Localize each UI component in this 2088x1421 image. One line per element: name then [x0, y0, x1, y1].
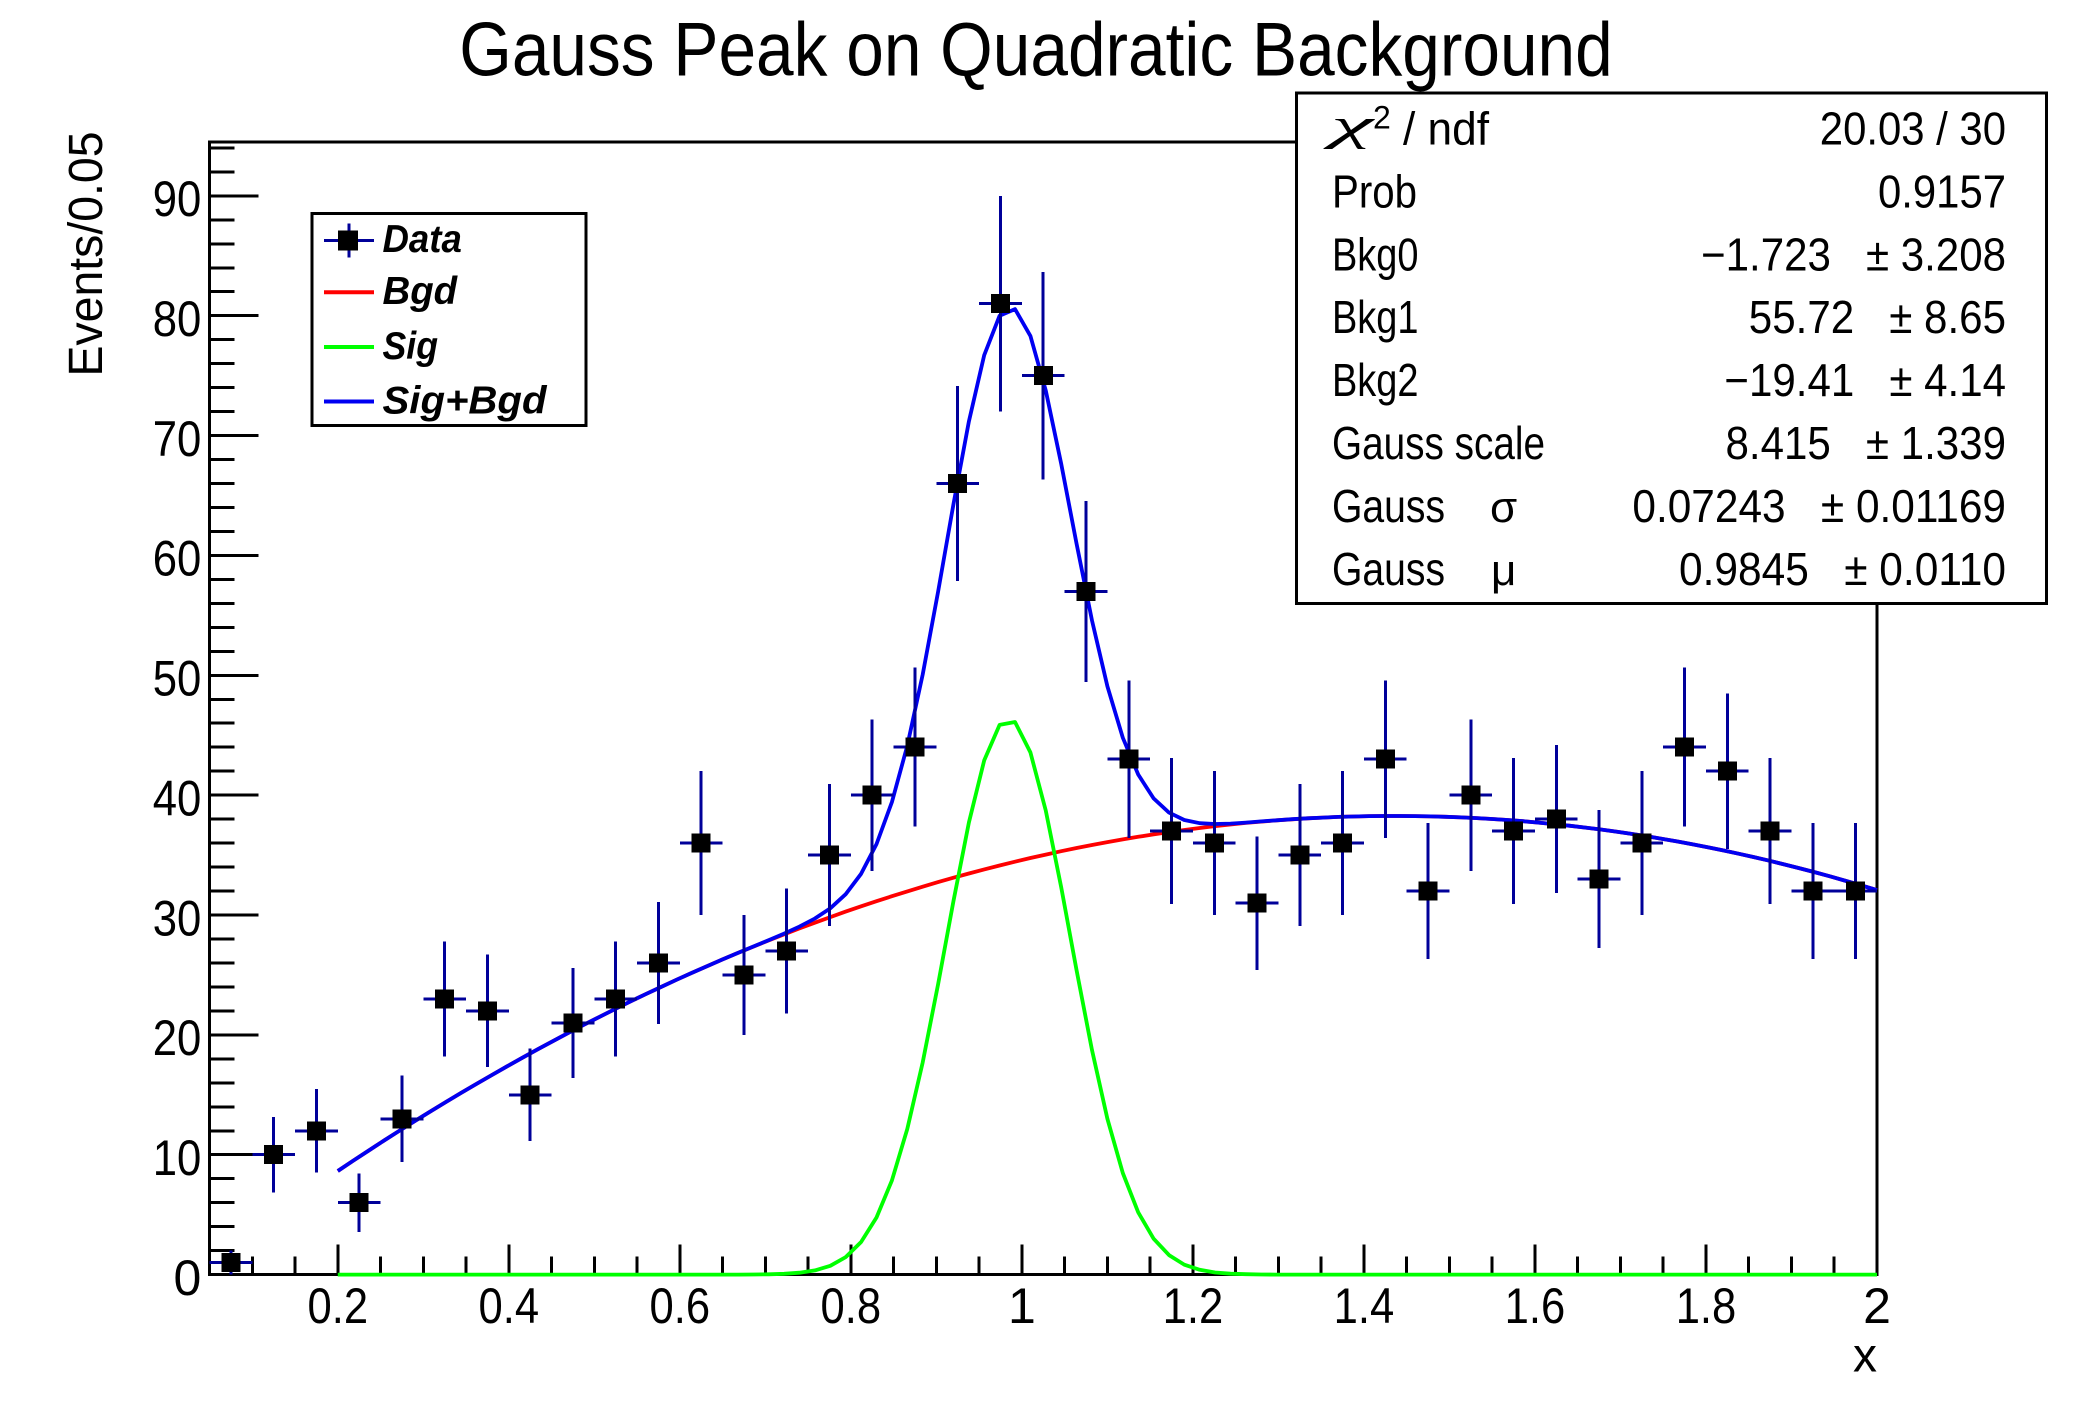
svg-text:1: 1 [1008, 1278, 1036, 1334]
svg-text:0.9845 ± 0.0110: 0.9845 ± 0.0110 [1679, 543, 2006, 595]
svg-text:90: 90 [153, 171, 202, 227]
svg-text:−19.41 ± 4.14: −19.41 ± 4.14 [1724, 354, 2006, 406]
svg-text:1.8: 1.8 [1676, 1278, 1737, 1334]
svg-text:Bgd: Bgd [383, 270, 459, 313]
svg-text:Gauss: Gauss [1332, 543, 1445, 595]
svg-text:Bkg1: Bkg1 [1332, 291, 1419, 343]
svg-text:Bkg0: Bkg0 [1332, 228, 1419, 280]
svg-text:2: 2 [1373, 100, 1391, 136]
svg-text:55.72 ± 8.65: 55.72 ± 8.65 [1749, 291, 2006, 343]
svg-text:Gauss scale: Gauss scale [1332, 417, 1545, 469]
svg-text:0.07243 ± 0.01169: 0.07243 ± 0.01169 [1632, 480, 2006, 532]
svg-text:χ: χ [1322, 101, 1376, 150]
svg-text:50: 50 [153, 651, 202, 707]
svg-text:σ: σ [1490, 483, 1517, 532]
svg-text:10: 10 [153, 1130, 202, 1186]
svg-text:0.4: 0.4 [479, 1278, 540, 1334]
svg-text:0.8: 0.8 [821, 1278, 882, 1334]
svg-text:20.03 / 30: 20.03 / 30 [1820, 103, 2006, 155]
svg-text:Gauss Peak on Quadratic Backgr: Gauss Peak on Quadratic Background [459, 8, 1613, 93]
svg-text:2: 2 [1863, 1278, 1891, 1334]
svg-text:0.9157: 0.9157 [1878, 165, 2006, 217]
svg-text:0.6: 0.6 [650, 1278, 711, 1334]
svg-text:Gauss: Gauss [1332, 480, 1445, 532]
svg-text:/ ndf: / ndf [1403, 103, 1489, 155]
svg-text:0: 0 [173, 1250, 201, 1306]
svg-text:1.2: 1.2 [1163, 1278, 1224, 1334]
svg-text:x: x [1853, 1330, 1877, 1383]
svg-text:0.2: 0.2 [308, 1278, 369, 1334]
svg-text:40: 40 [153, 771, 202, 827]
svg-text:20: 20 [153, 1010, 202, 1066]
svg-text:Sig+Bgd: Sig+Bgd [383, 379, 548, 422]
svg-text:60: 60 [153, 531, 202, 587]
svg-text:μ: μ [1491, 546, 1516, 595]
svg-text:Data: Data [383, 218, 462, 261]
svg-text:−1.723 ± 3.208: −1.723 ± 3.208 [1701, 228, 2006, 280]
svg-text:1.6: 1.6 [1505, 1278, 1566, 1334]
svg-text:Events/0.05: Events/0.05 [60, 132, 113, 377]
svg-text:1.4: 1.4 [1334, 1278, 1395, 1334]
svg-text:80: 80 [153, 291, 202, 347]
svg-text:Sig: Sig [383, 325, 439, 368]
svg-text:30: 30 [153, 890, 202, 946]
svg-text:8.415 ± 1.339: 8.415 ± 1.339 [1726, 417, 2007, 469]
svg-text:Bkg2: Bkg2 [1332, 354, 1419, 406]
svg-text:Prob: Prob [1332, 165, 1417, 217]
svg-text:70: 70 [153, 411, 202, 467]
